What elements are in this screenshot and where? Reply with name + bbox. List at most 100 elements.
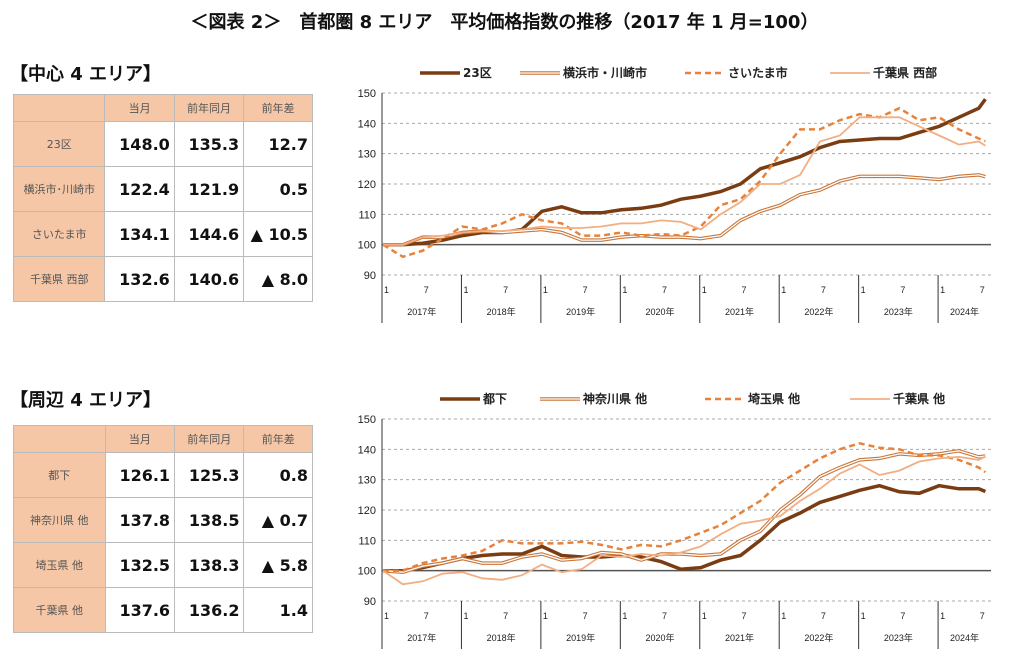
row-label: 千葉県 他 <box>13 587 106 633</box>
y-tick-label: 150 <box>358 88 376 100</box>
series-line-2 <box>382 106 986 259</box>
section-heading-peripheral: 【周辺 4 エリア】 <box>10 390 162 411</box>
header-current: 当月 <box>104 425 176 453</box>
month-tick-label: 7 <box>424 611 429 621</box>
y-tick-label: 130 <box>358 149 376 161</box>
month-tick-label: 1 <box>940 611 945 621</box>
month-tick-label: 7 <box>583 611 588 621</box>
month-tick-label: 7 <box>583 285 588 295</box>
month-tick-label: 1 <box>702 285 707 295</box>
series-line-3 <box>382 455 986 586</box>
cell: 137.6 <box>104 587 176 633</box>
y-tick-label: 120 <box>358 505 376 517</box>
year-label: 2022年 <box>804 632 833 643</box>
month-tick-label: 1 <box>861 611 866 621</box>
table-row: さいたま市 134.1 144.6 ▲ 10.5 <box>12 211 313 257</box>
month-tick-label: 7 <box>424 285 429 295</box>
row-label: 都下 <box>13 452 106 498</box>
legend-label: 神奈川県 他 <box>583 391 647 406</box>
y-tick-label: 90 <box>364 596 376 608</box>
y-tick-label: 120 <box>358 179 376 191</box>
cell: 125.3 <box>174 452 245 498</box>
month-tick-label: 1 <box>702 611 707 621</box>
table-row: 千葉県 他 137.6 136.2 1.4 <box>13 587 313 633</box>
year-label: 2023年 <box>884 306 913 317</box>
row-label: 神奈川県 他 <box>13 497 106 543</box>
header-prev-year: 前年同月 <box>173 94 245 122</box>
month-tick-label: 1 <box>940 285 945 295</box>
cell: 132.5 <box>104 542 176 588</box>
peripheral-areas-line-chart: 90 100 110 120 130 140 150 1 7 2017年 1 7 2018年 1 7 2019… <box>358 391 991 649</box>
cell: 134.1 <box>104 211 175 257</box>
year-label: 2021年 <box>725 632 754 643</box>
header-current: 当月 <box>104 94 175 122</box>
figure-title: ＜図表 2＞ 首都圏 8 エリア 平均価格指数の推移（2017 年 1 月=10… <box>190 12 819 33</box>
year-label: 2021年 <box>725 306 754 317</box>
month-tick-label: 1 <box>861 285 866 295</box>
year-label: 2018年 <box>487 306 516 317</box>
year-label: 2018年 <box>487 632 516 643</box>
y-tick-label: 110 <box>358 535 376 547</box>
y-tick-label: 100 <box>358 240 376 252</box>
month-tick-label: 7 <box>980 611 985 621</box>
cell: 0.5 <box>243 166 313 212</box>
month-tick-label: 7 <box>821 285 826 295</box>
y-tick-label: 100 <box>358 566 376 578</box>
cell: ▲ 8.0 <box>243 256 313 302</box>
cell: 121.9 <box>173 166 245 212</box>
cell: 140.6 <box>173 256 245 302</box>
month-tick-label: 1 <box>781 611 786 621</box>
month-tick-label: 7 <box>821 611 826 621</box>
cell: 132.6 <box>104 256 175 302</box>
y-tick-label: 90 <box>364 270 376 282</box>
month-tick-label: 1 <box>463 285 468 295</box>
cell: 135.3 <box>173 121 245 167</box>
row-label: 23区 <box>12 121 106 167</box>
cell: ▲ 5.8 <box>243 542 313 588</box>
header-diff: 前年差 <box>243 425 313 453</box>
header-prev-year: 前年同月 <box>174 425 245 453</box>
section-heading-central: 【中心 4 エリア】 <box>10 64 162 85</box>
central-areas-line-chart: 90 100 110 120 130 140 150 1 7 2017年 1 7 2018年 1 7 2019… <box>358 65 991 323</box>
cell: 138.5 <box>174 497 245 543</box>
month-tick-label: 7 <box>900 611 905 621</box>
y-tick-label: 110 <box>358 209 376 221</box>
month-tick-label: 7 <box>741 285 746 295</box>
table-row: 神奈川県 他 137.8 138.5 ▲ 0.7 <box>13 497 313 543</box>
row-label: 千葉県 西部 <box>12 256 106 302</box>
legend-label: 埼玉県 他 <box>748 391 800 406</box>
year-label: 2020年 <box>646 632 675 643</box>
month-tick-label: 1 <box>622 285 627 295</box>
year-label: 2022年 <box>804 306 833 317</box>
cell: 122.4 <box>104 166 175 212</box>
cell: 126.1 <box>104 452 176 498</box>
cell: 1.4 <box>243 587 313 633</box>
month-tick-label: 1 <box>543 285 548 295</box>
month-tick-label: 1 <box>463 611 468 621</box>
row-label: 横浜市･川崎市 <box>12 166 106 212</box>
peripheral-table: 当月 前年同月 前年差 都下 126.1 125.3 0.8 神奈川県 他 137.8 138… <box>13 425 313 633</box>
month-tick-label: 7 <box>980 285 985 295</box>
cell: 137.8 <box>104 497 176 543</box>
legend-label: 千葉県 西部 <box>873 65 937 80</box>
cell: ▲ 0.7 <box>243 497 313 543</box>
header-blank <box>13 425 106 453</box>
cell: 136.2 <box>174 587 245 633</box>
table-row: 埼玉県 他 132.5 138.3 ▲ 5.8 <box>13 542 313 588</box>
central-table: 当月 前年同月 前年差 23区 148.0 135.3 12.7 横浜市･川崎市 122.4… <box>12 94 313 302</box>
table-row: 横浜市･川崎市 122.4 121.9 0.5 <box>12 166 313 212</box>
legend-label: さいたま市 <box>728 65 788 80</box>
month-tick-label: 1 <box>781 285 786 295</box>
year-label: 2017年 <box>407 632 436 643</box>
cell: 0.8 <box>243 452 313 498</box>
cell: 12.7 <box>243 121 313 167</box>
legend-label: 都下 <box>482 391 507 406</box>
month-tick-label: 1 <box>384 285 389 295</box>
cell: ▲ 10.5 <box>243 211 313 257</box>
month-tick-label: 7 <box>662 285 667 295</box>
month-tick-label: 1 <box>622 611 627 621</box>
header-blank <box>12 94 106 122</box>
month-tick-label: 7 <box>662 611 667 621</box>
cell: 138.3 <box>174 542 245 588</box>
month-tick-label: 1 <box>384 611 389 621</box>
